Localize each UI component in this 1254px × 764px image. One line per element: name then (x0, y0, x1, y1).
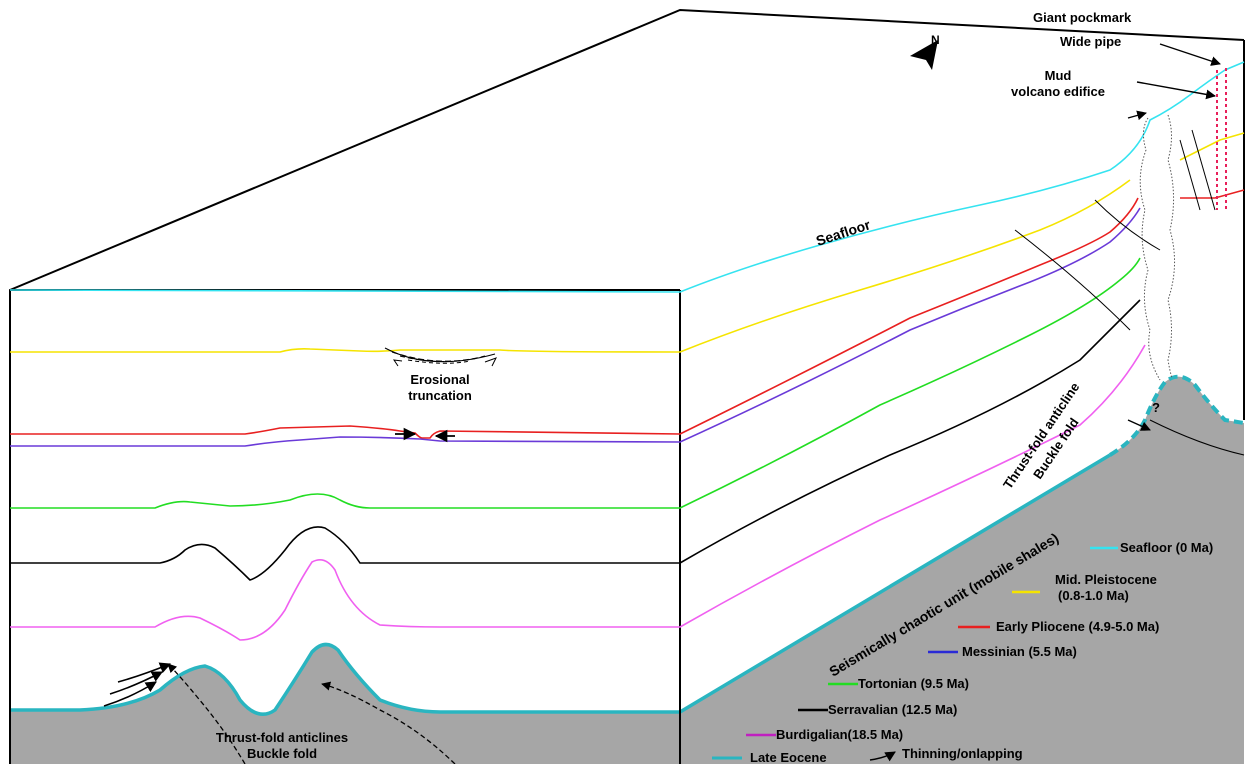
pleistocene-horizon (10, 132, 1245, 353)
legend-label-tortonian: Tortonian (9.5 Ma) (858, 676, 969, 691)
legend-label-pliocene: Early Pliocene (4.9-5.0 Ma) (996, 619, 1159, 634)
shale-unit-front (10, 644, 680, 764)
late-eocene-horizon-dashed (1108, 374, 1245, 457)
legend: Seafloor (0 Ma) Mid. Pleistocene (0.8-1.… (712, 540, 1213, 764)
onlap-arrows-pliocene (395, 427, 455, 443)
thrust-arrows (167, 663, 456, 764)
seafloor-label: Seafloor (814, 216, 873, 249)
onlap-arrows-left (103, 662, 172, 707)
legend-label-messinian: Messinian (5.5 Ma) (962, 644, 1077, 659)
legend-label-pleistocene-age: (0.8-1.0 Ma) (1058, 588, 1129, 603)
legend-label-seafloor: Seafloor (0 Ma) (1120, 540, 1213, 555)
legend-label-eocene: Late Eocene (750, 750, 827, 764)
mud-volcano-edifice (1139, 114, 1176, 381)
question-mark: ? (1152, 400, 1160, 415)
erosional-label-line1: Erosional (410, 372, 469, 387)
legend-label-pleistocene: Mid. Pleistocene (1055, 572, 1157, 587)
mud-volcano-label-line2: volcano edifice (1011, 84, 1105, 99)
burdigalian-horizon (10, 344, 1146, 641)
faults (1014, 129, 1245, 456)
erosional-truncation-sketch (384, 347, 498, 367)
legend-label-onlap: Thinning/onlapping (902, 746, 1023, 761)
giant-pockmark-label: Giant pockmark (1033, 10, 1132, 25)
messinian-horizon (10, 207, 1141, 447)
thrust-fold-left-label-line2: Buckle fold (247, 746, 317, 761)
seafloor-horizon (9, 61, 1245, 293)
wide-pipe-label: Wide pipe (1060, 34, 1121, 49)
north-label: N (931, 33, 940, 47)
thrust-fold-left-label-line1: Thrust-fold anticlines (216, 730, 348, 745)
pliocene-horizon (10, 189, 1245, 439)
mud-volcano-label-line1: Mud (1045, 68, 1072, 83)
erosional-label-line2: truncation (408, 388, 472, 403)
callout-arrows (1127, 43, 1221, 431)
tortonian-horizon (10, 257, 1141, 509)
legend-onlap-arrow-icon (869, 751, 896, 762)
serravalian-horizon (10, 299, 1141, 581)
late-eocene-horizon (10, 453, 1111, 716)
north-arrow-icon (910, 40, 938, 70)
shale-unit-side (680, 376, 1244, 764)
legend-label-serravalian: Serravalian (12.5 Ma) (828, 702, 957, 717)
wide-pipe (1216, 68, 1227, 210)
legend-label-burdigalian: Burdigalian(18.5 Ma) (776, 727, 903, 742)
